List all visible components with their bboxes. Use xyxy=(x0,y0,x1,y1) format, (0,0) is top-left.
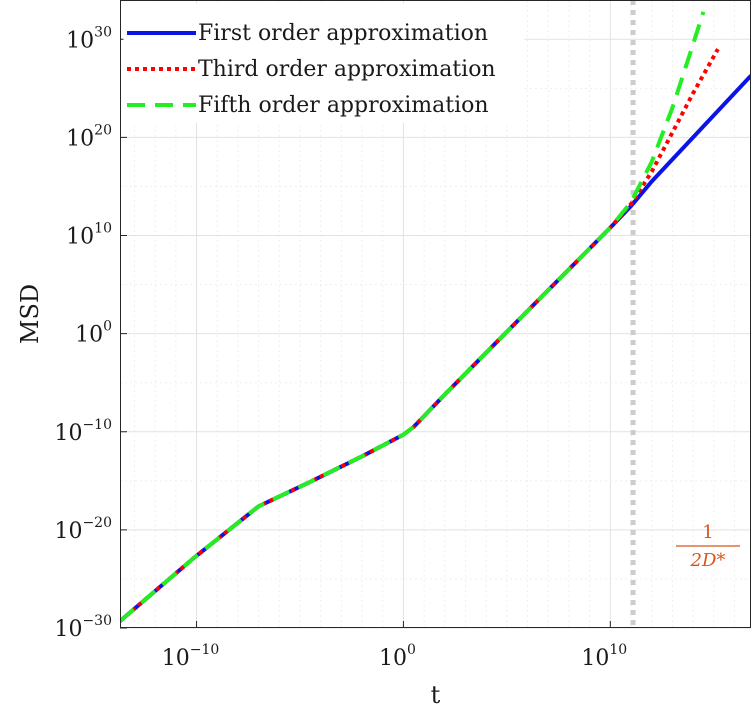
y-tick-label: 1030 xyxy=(66,24,112,53)
x-tick-label: 100 xyxy=(379,642,416,671)
legend-item-1[interactable]: First order approximation xyxy=(127,21,488,46)
y-tick-label: 10−20 xyxy=(54,515,112,544)
legend-item-2[interactable]: Third order approximation xyxy=(127,57,496,82)
y-tick-label: 1020 xyxy=(66,122,112,151)
legend-label: Fifth order approximation xyxy=(198,93,489,118)
y-tick-label: 10−10 xyxy=(54,417,112,446)
legend-box xyxy=(123,3,525,123)
series-line-3 xyxy=(120,11,706,623)
series-group xyxy=(120,11,751,623)
series-line-2 xyxy=(120,48,720,623)
y-tick-label: 10−30 xyxy=(54,613,112,642)
legend-label: First order approximation xyxy=(198,21,488,46)
y-tick-label: 100 xyxy=(75,319,112,348)
legend-item-3[interactable]: Fifth order approximation xyxy=(127,93,489,118)
y-tick-labels: 10−30 10−20 10−10 100 1010 1020 1030 xyxy=(54,24,112,642)
x-tick-labels: 10−10 100 1010 xyxy=(162,642,627,671)
annotation-numerator: 1 xyxy=(702,522,713,543)
legend[interactable]: First order approximation Third order app… xyxy=(123,3,525,123)
reference-line-annotation: 1 2D* xyxy=(676,522,740,571)
x-tick-label: 10−10 xyxy=(162,642,220,671)
y-tick-label: 1010 xyxy=(66,221,112,250)
annotation-denominator: 2D* xyxy=(690,550,726,571)
legend-label: Third order approximation xyxy=(198,57,496,82)
x-axis-label: t xyxy=(431,681,441,709)
x-tick-label: 1010 xyxy=(581,642,627,671)
y-axis-label: MSD xyxy=(16,284,44,344)
